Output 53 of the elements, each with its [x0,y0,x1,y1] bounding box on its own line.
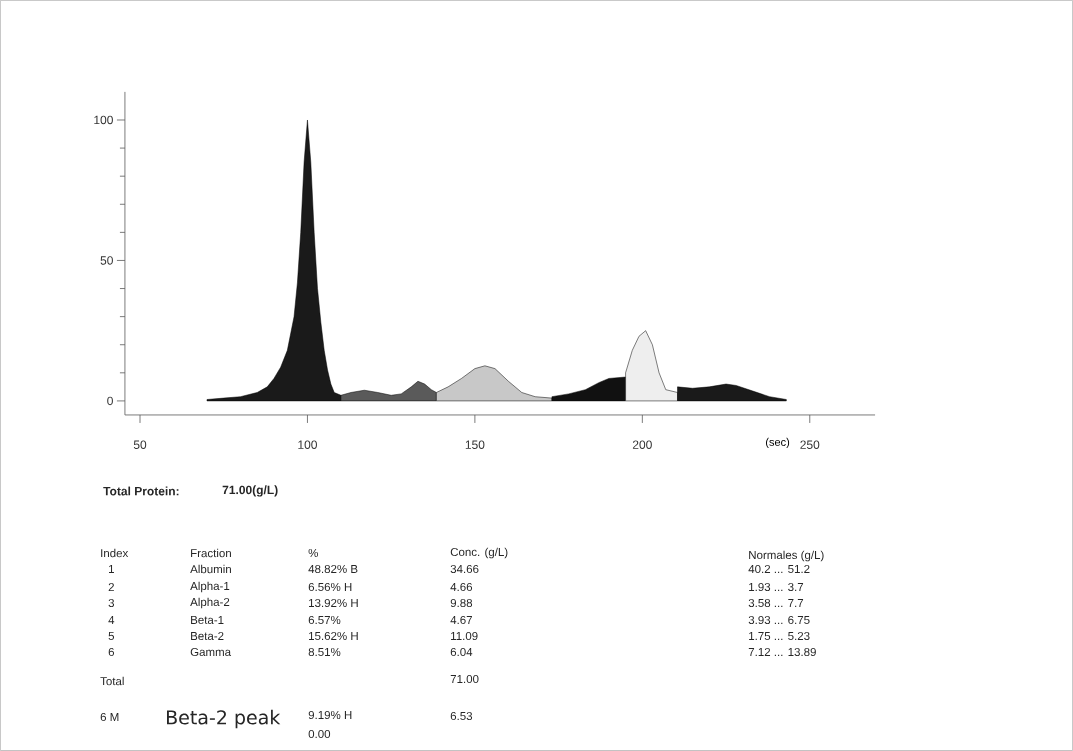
text: 0.00 [308,729,331,739]
text: 4.66 [450,582,473,592]
text: 1.75 ... 5.23 [749,631,810,641]
text: Fraction [191,548,231,558]
text: 6.57% [308,615,341,625]
text: Gamma [190,647,232,657]
text: 15.62% H [309,631,358,641]
text: 1.93 ... 3.7 [749,582,804,592]
text: Alpha-2 [190,597,230,609]
text: Total [100,676,124,686]
text: 6.53 [450,711,473,721]
text: Normales (g/L) [749,550,824,562]
text: 9.19% H [308,710,352,720]
text: Conc. (g/L) [450,547,508,559]
y-tick-label: 0 [107,396,113,406]
text: 11.09 [451,631,478,641]
text: 9.88 [450,598,473,608]
text: 3.58 ... 7.7 [748,598,804,608]
text: 1 [109,565,114,573]
text: Alpha-1 [190,581,230,593]
text: Albumin [190,564,231,574]
text: Beta-2 [191,631,224,641]
text: 8.51% [308,647,341,657]
y-tick-label: 100 [94,115,113,125]
x-tick-label: 50 [133,440,147,450]
text: 5 [108,632,115,641]
text: 7.12 ... 13.89 [748,647,816,657]
text: 2 [108,583,114,592]
y-tick-label: 50 [100,256,113,265]
x-tick-label: 200 [632,440,652,450]
text: 3.93 ... 6.75 [748,615,810,625]
text: 34.66 [450,564,479,574]
x-tick-label: 100 [298,440,317,450]
text: Beta-2 peak [167,709,281,729]
text: 3 [108,598,115,608]
text: 6.04 [450,647,473,657]
text: 13.92% H [309,598,358,608]
x-axis-title: (sec) [766,437,790,449]
text: Index [101,548,129,558]
text: 6 M [100,712,119,722]
text: % [308,548,318,558]
text: 40.2 ... 51.2 [748,564,810,574]
text: 6 [108,647,115,657]
text: Total Protein: [103,486,179,496]
x-tick-label: 150 [465,440,485,450]
text: Beta-1 [191,616,224,625]
text: 4 [108,616,115,624]
text: 71.00 [450,674,479,684]
x-tick-label: 250 [800,440,820,450]
text: 48.82% B [308,564,358,574]
text: 4.67 [450,615,472,625]
text: 71.00(g/L) [222,485,278,497]
text: 6.56% H [308,582,352,592]
